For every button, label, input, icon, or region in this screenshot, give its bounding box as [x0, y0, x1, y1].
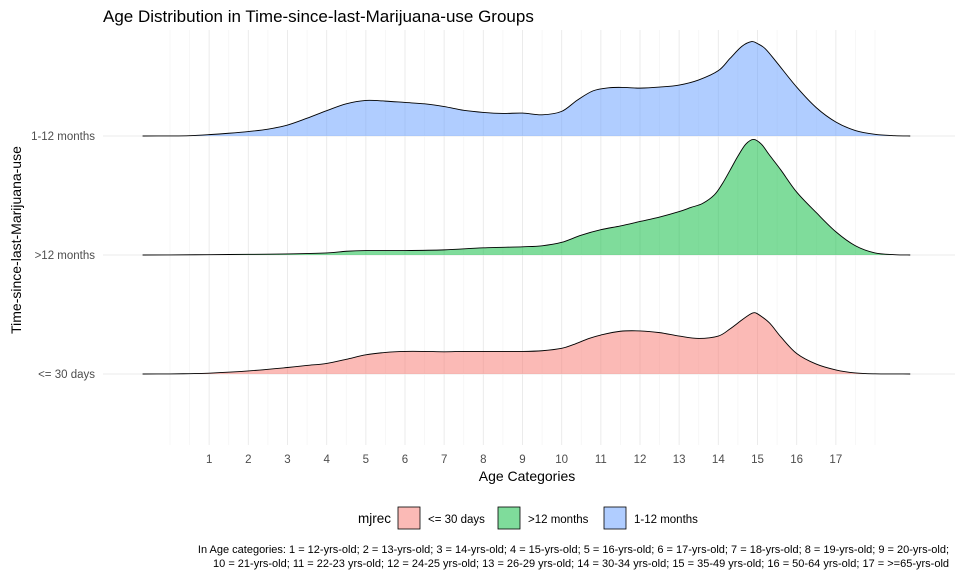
x-axis-ticks: 1 2 3 4 5 6 7 8 9 10 11 12 13 14 15 16 17	[206, 454, 842, 466]
x-tick-label: 5	[363, 454, 369, 466]
grid	[103, 30, 955, 445]
x-tick-label: 1	[206, 454, 212, 466]
x-tick-label: 4	[323, 454, 330, 466]
x-tick-label: 14	[712, 454, 725, 466]
ridge-area-30-days	[142, 312, 911, 374]
x-tick-label: 11	[595, 454, 607, 466]
legend-label: >12 months	[528, 514, 589, 526]
x-tick-label: 8	[480, 454, 486, 466]
y-tick-label: <= 30 days	[38, 369, 95, 381]
x-tick-label: 9	[519, 454, 525, 466]
legend: mjrec <= 30 days >12 months 1-12 months	[358, 506, 698, 530]
x-tick-label: 7	[441, 454, 447, 466]
ridge-outline-12-months	[142, 138, 911, 256]
ridge-outline-30-days	[142, 312, 911, 375]
legend-label: 1-12 months	[634, 514, 698, 526]
chart-title: Age Distribution in Time-since-last-Mari…	[103, 7, 534, 26]
ridge-outline-1-12-months	[142, 41, 911, 137]
x-tick-label: 10	[555, 454, 568, 466]
legend-title: mjrec	[358, 511, 391, 526]
legend-key	[603, 506, 627, 530]
y-axis-title: Time-since-last-Marijuana-use	[8, 146, 24, 334]
y-tick-label: >12 months	[35, 250, 96, 262]
caption-line-1: In Age categories: 1 = 12-yrs-old; 2 = 1…	[198, 544, 949, 556]
y-tick-label: 1-12 months	[31, 131, 95, 143]
x-tick-label: 17	[829, 454, 842, 466]
x-axis-title: Age Categories	[479, 468, 576, 484]
y-axis-ticks: <= 30 days >12 months 1-12 months	[31, 131, 95, 381]
legend-label: <= 30 days	[428, 514, 485, 526]
x-tick-label: 16	[790, 454, 803, 466]
ridge-area-1-12-months	[142, 41, 911, 136]
legend-key	[397, 506, 421, 530]
ridge-area-12-months	[142, 139, 911, 255]
x-tick-label: 15	[751, 454, 764, 466]
x-tick-label: 12	[634, 454, 647, 466]
density-ridges	[142, 41, 911, 375]
x-tick-label: 6	[402, 454, 408, 466]
caption-line-2: 10 = 21-yrs-old; 11 = 22-23 yrs-old; 12 …	[213, 558, 949, 570]
x-tick-label: 13	[673, 454, 686, 466]
x-tick-label: 3	[284, 454, 290, 466]
legend-key	[497, 506, 521, 530]
x-tick-label: 2	[245, 454, 251, 466]
